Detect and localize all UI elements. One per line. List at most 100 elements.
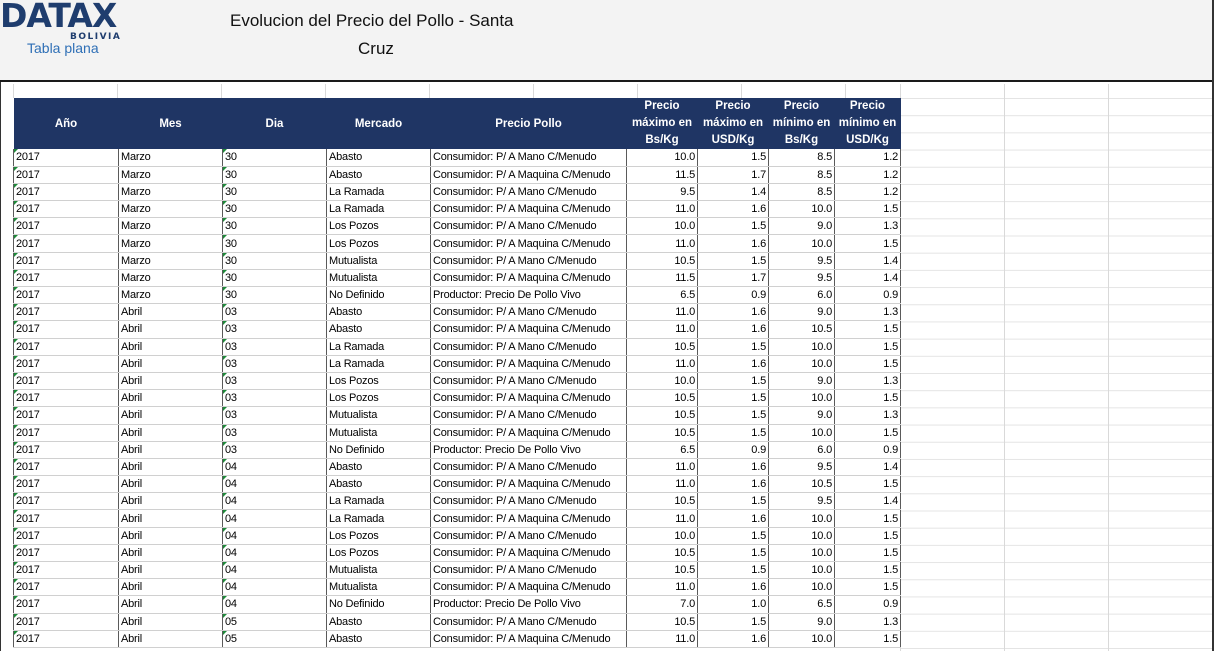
cell-precio-pollo[interactable]: Consumidor: P/ A Maquina C/Menudo xyxy=(430,166,627,184)
col-header-mes[interactable]: Mes xyxy=(118,98,223,149)
cell-dia[interactable]: 30 xyxy=(222,286,327,305)
col-header-pmin-bs[interactable]: Precio mínimo en Bs/Kg xyxy=(768,98,835,149)
cell-mes[interactable]: Abril xyxy=(118,527,223,545)
cell-anio[interactable]: 2017 xyxy=(13,475,119,494)
cell-pmax-usd[interactable]: 1.5 xyxy=(697,424,769,442)
cell-mercado[interactable]: Abasto xyxy=(326,166,431,184)
cell-pmin-usd[interactable]: 1.3 xyxy=(834,303,901,322)
cell-pmax-bs[interactable]: 10.5 xyxy=(626,561,698,580)
cell-pmin-usd[interactable]: 1.3 xyxy=(834,217,901,236)
cell-pmax-usd[interactable]: 1.6 xyxy=(697,578,769,597)
cell-mes[interactable]: Abril xyxy=(118,424,223,442)
cell-pmax-usd[interactable]: 1.5 xyxy=(697,492,769,511)
cell-anio[interactable]: 2017 xyxy=(13,200,119,219)
cell-dia[interactable]: 30 xyxy=(222,234,327,253)
cell-pmin-bs[interactable]: 9.0 xyxy=(768,406,835,425)
cell-pmin-usd[interactable]: 1.5 xyxy=(834,509,901,528)
cell-pmin-usd[interactable]: 1.4 xyxy=(834,492,901,511)
cell-anio[interactable]: 2017 xyxy=(13,320,119,339)
cell-pmin-bs[interactable]: 9.5 xyxy=(768,458,835,477)
cell-anio[interactable]: 2017 xyxy=(13,527,119,545)
cell-mes[interactable]: Marzo xyxy=(118,269,223,288)
cell-pmax-bs[interactable]: 10.5 xyxy=(626,389,698,408)
col-header-precio-pollo[interactable]: Precio Pollo xyxy=(430,98,627,149)
cell-dia[interactable]: 03 xyxy=(222,355,327,373)
cell-mercado[interactable]: Mutualista xyxy=(326,561,431,580)
cell-mes[interactable]: Abril xyxy=(118,320,223,339)
cell-anio[interactable]: 2017 xyxy=(13,630,119,648)
cell-mes[interactable]: Abril xyxy=(118,492,223,511)
cell-precio-pollo[interactable]: Productor: Precio De Pollo Vivo xyxy=(430,441,627,459)
cell-precio-pollo[interactable]: Consumidor: P/ A Mano C/Menudo xyxy=(430,527,627,545)
cell-pmax-usd[interactable]: 1.5 xyxy=(697,613,769,631)
cell-pmin-bs[interactable]: 10.0 xyxy=(768,527,835,545)
cell-dia[interactable]: 03 xyxy=(222,320,327,339)
cell-pmax-usd[interactable]: 1.5 xyxy=(697,338,769,356)
cell-anio[interactable]: 2017 xyxy=(13,389,119,408)
cell-pmax-usd[interactable]: 1.6 xyxy=(697,303,769,322)
cell-mes[interactable]: Abril xyxy=(118,509,223,528)
cell-dia[interactable]: 30 xyxy=(222,149,327,167)
cell-pmin-usd[interactable]: 0.9 xyxy=(834,286,901,305)
col-header-mercado[interactable]: Mercado xyxy=(326,98,431,149)
cell-dia[interactable]: 03 xyxy=(222,441,327,459)
cell-anio[interactable]: 2017 xyxy=(13,595,119,614)
cell-pmax-usd[interactable]: 0.9 xyxy=(697,441,769,459)
cell-mes[interactable]: Abril xyxy=(118,595,223,614)
cell-precio-pollo[interactable]: Consumidor: P/ A Maquina C/Menudo xyxy=(430,509,627,528)
cell-dia[interactable]: 04 xyxy=(222,527,327,545)
cell-precio-pollo[interactable]: Consumidor: P/ A Mano C/Menudo xyxy=(430,338,627,356)
col-header-pmax-usd[interactable]: Precio máximo en USD/Kg xyxy=(697,98,769,149)
cell-pmax-usd[interactable]: 1.5 xyxy=(697,561,769,580)
cell-pmax-usd[interactable]: 1.5 xyxy=(697,149,769,167)
cell-mercado[interactable]: Abasto xyxy=(326,613,431,631)
cell-pmin-bs[interactable]: 9.5 xyxy=(768,252,835,270)
cell-pmax-usd[interactable]: 1.6 xyxy=(697,234,769,253)
cell-pmin-bs[interactable]: 10.0 xyxy=(768,338,835,356)
cell-mercado[interactable]: Mutualista xyxy=(326,269,431,288)
cell-pmin-bs[interactable]: 10.5 xyxy=(768,320,835,339)
cell-pmax-usd[interactable]: 1.7 xyxy=(697,269,769,288)
cell-pmax-usd[interactable]: 1.4 xyxy=(697,183,769,202)
cell-mes[interactable]: Abril xyxy=(118,389,223,408)
cell-pmax-usd[interactable]: 1.6 xyxy=(697,200,769,219)
cell-mes[interactable]: Marzo xyxy=(118,166,223,184)
cell-mercado[interactable]: Los Pozos xyxy=(326,389,431,408)
cell-dia[interactable]: 30 xyxy=(222,269,327,288)
cell-pmin-usd[interactable]: 1.5 xyxy=(834,389,901,408)
cell-pmax-usd[interactable]: 1.5 xyxy=(697,544,769,563)
cell-pmin-usd[interactable]: 1.4 xyxy=(834,269,901,288)
cell-dia[interactable]: 03 xyxy=(222,406,327,425)
cell-dia[interactable]: 04 xyxy=(222,475,327,494)
cell-precio-pollo[interactable]: Productor: Precio De Pollo Vivo xyxy=(430,286,627,305)
cell-pmax-bs[interactable]: 11.0 xyxy=(626,509,698,528)
cell-pmax-bs[interactable]: 11.5 xyxy=(626,269,698,288)
cell-dia[interactable]: 03 xyxy=(222,372,327,391)
cell-pmax-bs[interactable]: 10.5 xyxy=(626,252,698,270)
cell-pmin-bs[interactable]: 10.0 xyxy=(768,355,835,373)
cell-pmax-bs[interactable]: 10.5 xyxy=(626,406,698,425)
cell-pmax-bs[interactable]: 10.0 xyxy=(626,149,698,167)
cell-pmax-usd[interactable]: 1.5 xyxy=(697,527,769,545)
cell-pmin-usd[interactable]: 1.2 xyxy=(834,166,901,184)
cell-precio-pollo[interactable]: Productor: Precio De Pollo Vivo xyxy=(430,595,627,614)
cell-mes[interactable]: Marzo xyxy=(118,200,223,219)
cell-pmax-bs[interactable]: 11.0 xyxy=(626,234,698,253)
cell-precio-pollo[interactable]: Consumidor: P/ A Maquina C/Menudo xyxy=(430,475,627,494)
cell-mercado[interactable]: Los Pozos xyxy=(326,544,431,563)
cell-mes[interactable]: Marzo xyxy=(118,217,223,236)
cell-pmin-usd[interactable]: 1.5 xyxy=(834,424,901,442)
cell-dia[interactable]: 03 xyxy=(222,424,327,442)
cell-pmax-bs[interactable]: 11.0 xyxy=(626,303,698,322)
cell-pmax-usd[interactable]: 1.6 xyxy=(697,630,769,648)
cell-dia[interactable]: 30 xyxy=(222,183,327,202)
cell-mercado[interactable]: Abasto xyxy=(326,630,431,648)
cell-anio[interactable]: 2017 xyxy=(13,303,119,322)
cell-precio-pollo[interactable]: Consumidor: P/ A Mano C/Menudo xyxy=(430,217,627,236)
cell-pmin-bs[interactable]: 10.0 xyxy=(768,200,835,219)
cell-pmin-bs[interactable]: 10.0 xyxy=(768,389,835,408)
cell-anio[interactable]: 2017 xyxy=(13,149,119,167)
cell-mercado[interactable]: La Ramada xyxy=(326,355,431,373)
cell-dia[interactable]: 03 xyxy=(222,389,327,408)
cell-anio[interactable]: 2017 xyxy=(13,252,119,270)
